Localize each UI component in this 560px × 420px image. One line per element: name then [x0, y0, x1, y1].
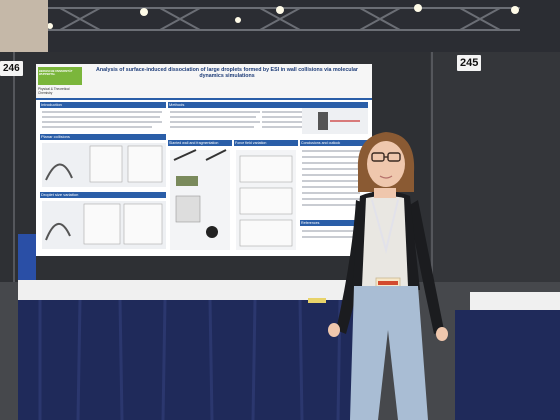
ceiling-lights [47, 4, 519, 29]
booth-number-left: 246 [0, 61, 23, 76]
section-planar-collisions: Planar collisions [41, 134, 70, 139]
section-droplet-size: Droplet size variation [41, 192, 79, 197]
department-label: Physical & Theoretical Chemistry [38, 87, 70, 95]
poster-header-bar [36, 98, 372, 100]
booth-number-right: 245 [457, 55, 482, 71]
paper-note [308, 298, 326, 303]
right-tablecloth [455, 310, 560, 420]
section-force-field: Force field variation [235, 141, 267, 145]
glasses [371, 152, 401, 162]
section-slanted-wall: Slanted wall and fragmentation [169, 141, 219, 145]
blouse [362, 196, 408, 286]
table-top [18, 280, 354, 300]
presenter [328, 132, 448, 420]
neck [374, 188, 396, 198]
university-logo [38, 67, 82, 85]
poster-figures [42, 108, 368, 250]
section-methods: Methods [169, 102, 185, 107]
jeans [350, 286, 428, 420]
ceiling-truss [40, 7, 520, 31]
logo-text: BERGISCHE UNIVERSITÄT WUPPERTAL [39, 70, 73, 76]
face [367, 141, 405, 187]
right-poster-board [430, 52, 560, 282]
left-wall [0, 0, 48, 55]
section-introduction: Introduction [41, 102, 62, 107]
section-header-bars [40, 102, 368, 226]
right-arm [408, 200, 444, 334]
right-table-top [470, 292, 560, 310]
lanyard [371, 199, 399, 254]
poster-title: Analysis of surface-induced dissociation… [96, 67, 358, 80]
tablecloth-folds [38, 299, 342, 420]
tablecloth [18, 300, 354, 420]
section-references: References [301, 221, 320, 225]
section-conclusions: Conclusions and outlook [301, 141, 341, 145]
